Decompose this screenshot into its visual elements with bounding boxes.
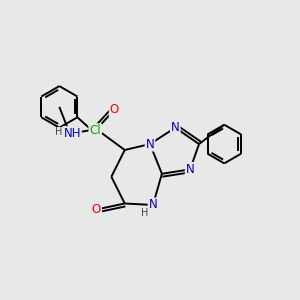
Text: N: N <box>171 121 180 134</box>
Text: N: N <box>148 199 157 212</box>
Text: H: H <box>55 128 62 137</box>
Text: Cl: Cl <box>89 124 101 137</box>
Text: O: O <box>92 203 101 216</box>
Text: H: H <box>141 208 148 218</box>
Text: N: N <box>146 138 154 151</box>
Text: O: O <box>110 103 119 116</box>
Text: NH: NH <box>63 127 81 140</box>
Text: N: N <box>186 163 194 176</box>
